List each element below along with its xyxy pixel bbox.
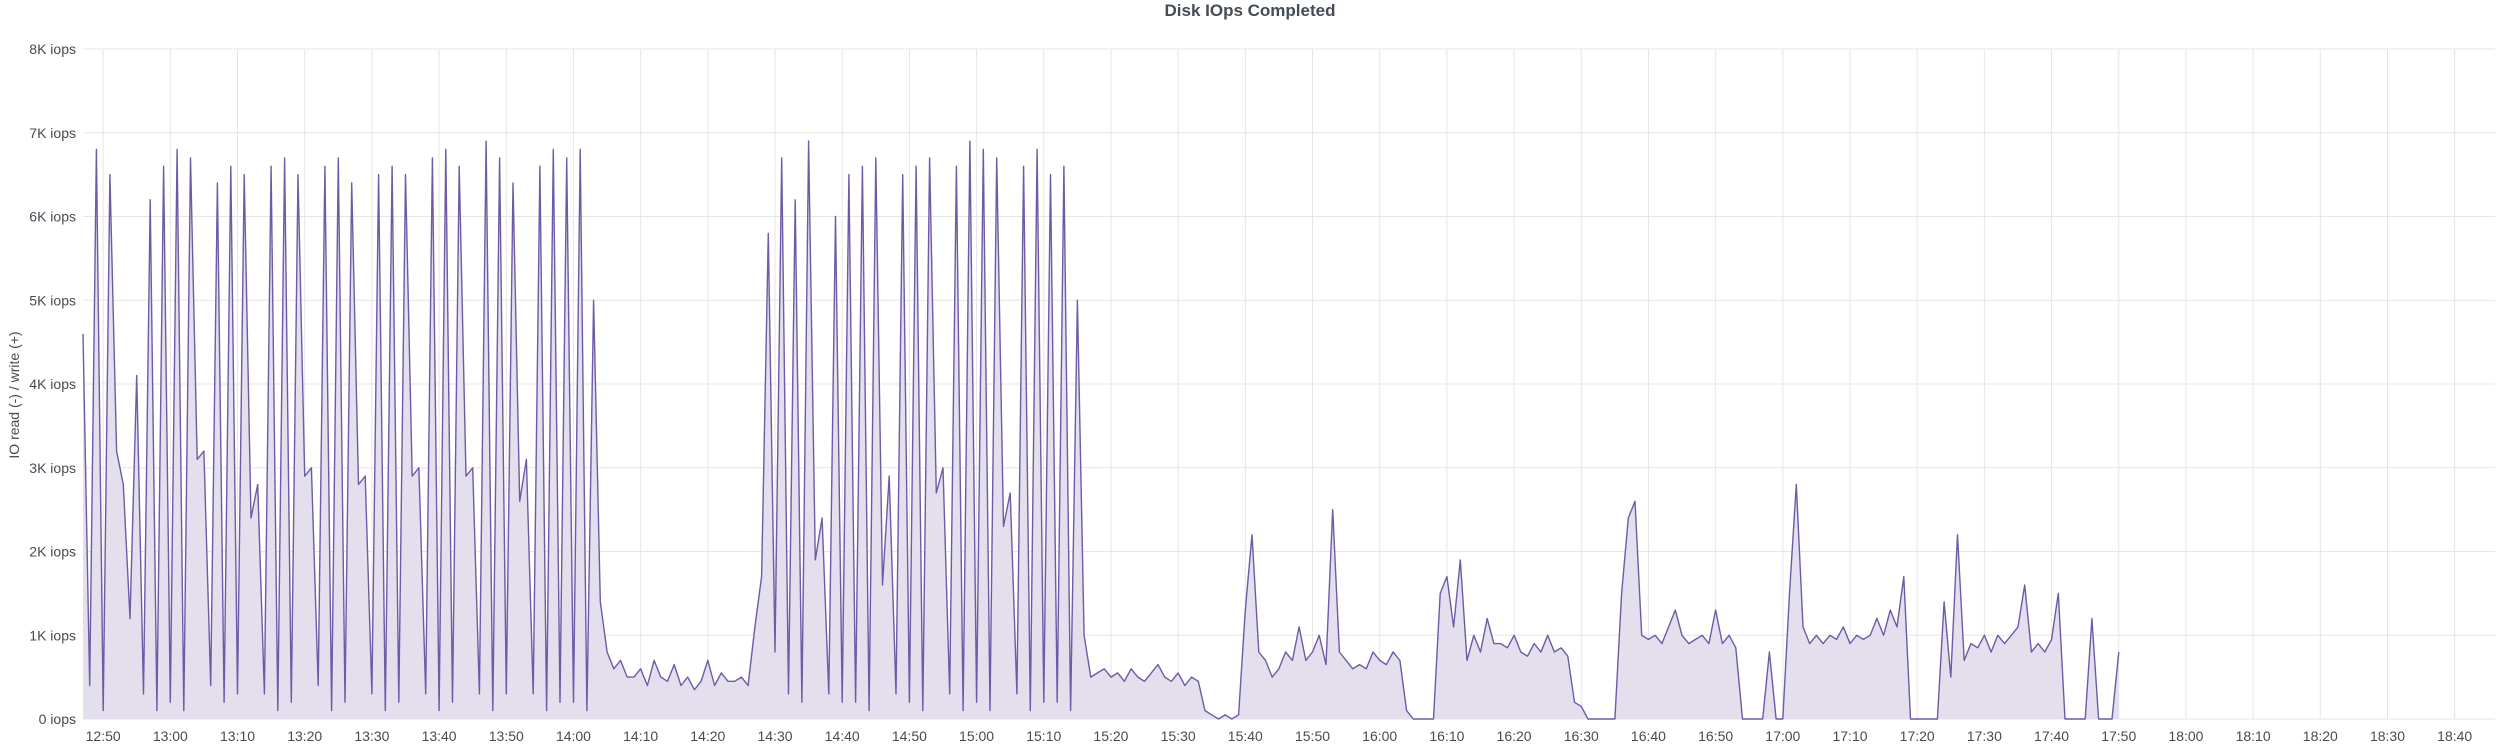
x-tick-label: 17:50 — [2101, 728, 2136, 744]
y-tick-label: 8K iops — [29, 41, 76, 57]
y-tick-label: 2K iops — [29, 544, 76, 560]
y-tick-label: 5K iops — [29, 292, 76, 308]
x-tick-label: 12:50 — [86, 728, 121, 744]
x-tick-label: 17:00 — [1765, 728, 1800, 744]
x-tick-label: 14:10 — [623, 728, 658, 744]
x-tick-label: 15:10 — [1026, 728, 1061, 744]
y-tick-label: 4K iops — [29, 376, 76, 392]
x-tick-label: 14:20 — [690, 728, 725, 744]
series-line — [82, 140, 2120, 720]
x-tick-label: 18:40 — [2437, 728, 2472, 744]
x-tick-label: 18:20 — [2303, 728, 2338, 744]
x-tick-label: 13:40 — [422, 728, 457, 744]
x-tick-label: 16:00 — [1362, 728, 1397, 744]
x-tick-label: 13:20 — [287, 728, 322, 744]
x-tick-label: 15:00 — [959, 728, 994, 744]
x-tick-label: 15:20 — [1093, 728, 1128, 744]
x-tick-label: 13:00 — [153, 728, 188, 744]
x-tick-label: 16:10 — [1429, 728, 1464, 744]
series-layer — [82, 140, 2120, 720]
x-tick-label: 17:10 — [1832, 728, 1867, 744]
y-tick-label: 6K iops — [29, 209, 76, 225]
x-tick-label: 18:10 — [2236, 728, 2271, 744]
y-axis-label: IO read (-) / write (+) — [6, 331, 22, 458]
x-gridlines — [102, 49, 2456, 719]
x-tick-label: 18:00 — [2168, 728, 2203, 744]
x-tick-label: 15:50 — [1295, 728, 1330, 744]
x-tick-label: 16:40 — [1631, 728, 1666, 744]
x-axis-ticks: 12:50 13:00 13:10 13:20 13:30 13:40 13:50 14:00… — [86, 728, 2473, 744]
y-tick-label: 3K iops — [29, 460, 76, 476]
x-tick-label: 14:00 — [556, 728, 591, 744]
x-tick-label: 17:40 — [2034, 728, 2069, 744]
x-tick-label: 16:50 — [1698, 728, 1733, 744]
y-tick-label: 1K iops — [29, 627, 76, 643]
x-tick-label: 17:20 — [1900, 728, 1935, 744]
x-tick-label: 14:30 — [757, 728, 792, 744]
x-tick-label: 15:40 — [1228, 728, 1263, 744]
x-tick-label: 13:10 — [220, 728, 255, 744]
x-tick-label: 15:30 — [1161, 728, 1196, 744]
y-tick-label: 0 iops — [39, 711, 76, 727]
x-tick-label: 13:30 — [354, 728, 389, 744]
x-tick-label: 16:30 — [1564, 728, 1599, 744]
x-tick-label: 18:30 — [2370, 728, 2405, 744]
x-tick-label: 16:20 — [1497, 728, 1532, 744]
x-tick-label: 17:30 — [1967, 728, 2002, 744]
x-tick-label: 14:40 — [825, 728, 860, 744]
x-tick-label: 14:50 — [892, 728, 927, 744]
x-tick-label: 13:50 — [489, 728, 524, 744]
y-tick-label: 7K iops — [29, 125, 76, 141]
y-axis-ticks: 0 iops 1K iops 2K iops 3K iops 4K iops 5K iop… — [29, 41, 76, 727]
series-area — [83, 141, 2119, 720]
chart-title: Disk IOps Completed — [1165, 1, 1336, 20]
